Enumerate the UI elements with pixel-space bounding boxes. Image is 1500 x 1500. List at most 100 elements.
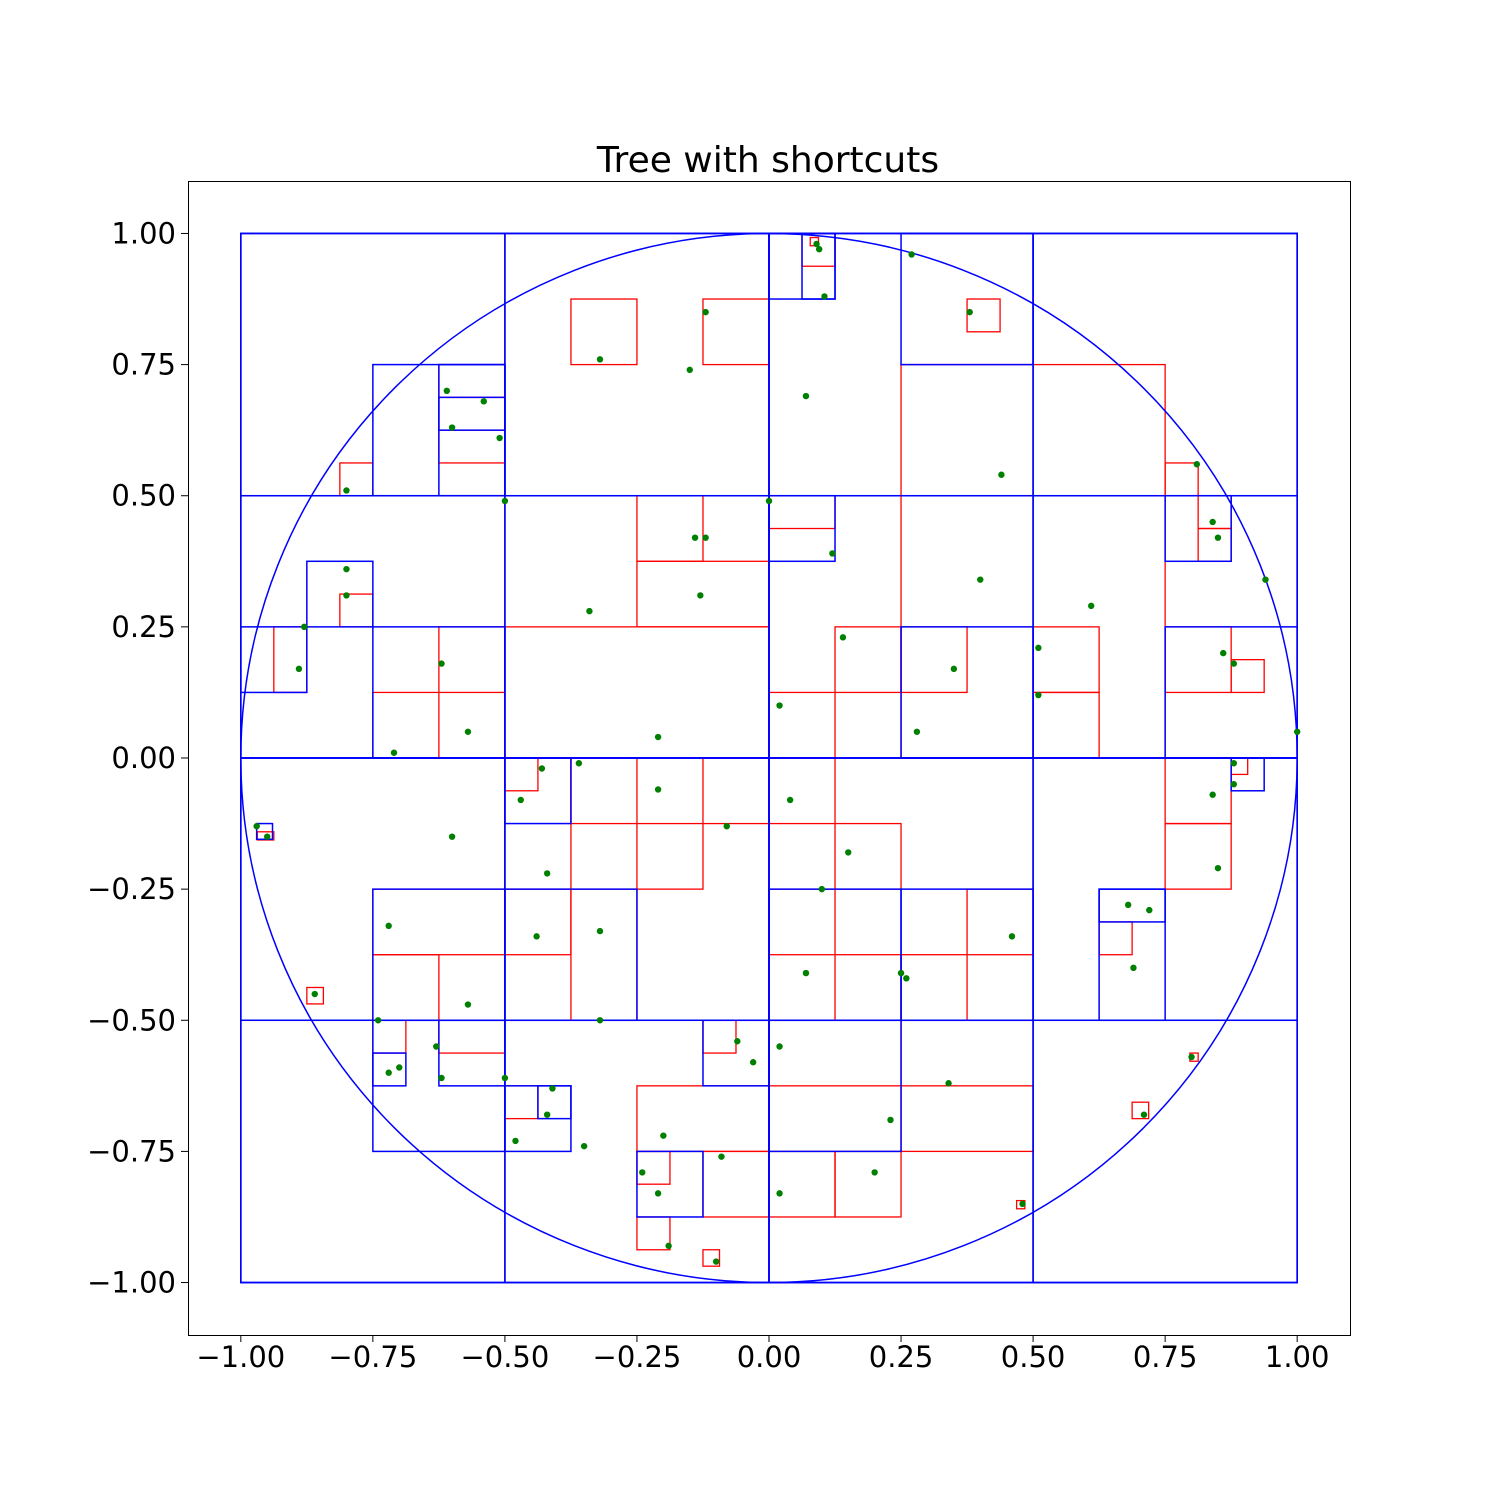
y-tick-label-3: −0.25 <box>87 872 176 906</box>
data-point-13 <box>343 487 350 494</box>
data-point-56 <box>448 833 456 840</box>
data-point-58 <box>543 870 551 877</box>
data-point-44 <box>1293 728 1301 735</box>
data-point-16 <box>501 497 509 505</box>
data-point-6 <box>596 356 604 363</box>
data-points <box>253 240 1301 1265</box>
tree-box-44 <box>372 1052 407 1087</box>
chart-title: Tree with shortcuts <box>596 140 939 181</box>
data-point-69 <box>897 969 905 977</box>
x-tick-label-7: 0.75 <box>1133 1340 1198 1374</box>
tree-box-38 <box>504 888 638 1022</box>
tree-box-32 <box>900 626 1034 759</box>
data-point-9 <box>443 387 451 395</box>
data-point-51 <box>1230 781 1238 788</box>
x-tick-label-6: 0.50 <box>1001 1340 1066 1374</box>
data-point-90 <box>660 1132 667 1139</box>
tree-box-48 <box>537 1085 572 1120</box>
data-point-12 <box>496 434 503 442</box>
data-point-27 <box>1262 576 1269 583</box>
data-point-48 <box>654 786 662 793</box>
data-point-23 <box>343 565 350 573</box>
data-point-57 <box>845 849 852 856</box>
y-tick-label-0: −1.00 <box>87 1266 176 1300</box>
x-tick-label-3: −0.25 <box>593 1340 682 1374</box>
data-point-62 <box>1146 906 1153 914</box>
data-point-46 <box>538 765 546 772</box>
data-point-93 <box>639 1169 646 1176</box>
y-tick-label-2: −0.50 <box>87 1003 176 1037</box>
tree-box-35 <box>504 757 572 825</box>
tree-box-28 <box>240 626 308 694</box>
data-point-75 <box>734 1038 741 1045</box>
tree-box-31 <box>372 626 506 759</box>
y-tick-label-1: −0.75 <box>87 1134 176 1168</box>
data-point-94 <box>871 1169 878 1176</box>
x-axis-ticks: −1.00 −0.75 −0.50 −0.25 0.00 0.25 0.50 0.75 1.00 <box>196 1335 1329 1374</box>
data-point-26 <box>977 576 984 583</box>
x-tick-label-2: −0.50 <box>460 1340 549 1374</box>
data-point-47 <box>517 796 524 804</box>
data-point-0 <box>813 240 820 248</box>
unit-circle <box>240 232 1298 1284</box>
data-point-53 <box>723 822 730 830</box>
tree-box-27 <box>306 560 374 628</box>
data-point-4 <box>966 308 973 316</box>
data-point-43 <box>390 749 398 756</box>
data-point-91 <box>580 1142 588 1150</box>
data-point-87 <box>887 1116 894 1124</box>
tree-box-26 <box>438 396 506 431</box>
tree-box-45 <box>438 1019 506 1087</box>
tree-box-29 <box>768 494 836 563</box>
data-point-78 <box>749 1059 757 1066</box>
data-point-98 <box>665 1242 672 1250</box>
data-point-20 <box>702 534 709 541</box>
data-point-82 <box>438 1074 445 1082</box>
data-point-55 <box>264 833 271 840</box>
data-point-5 <box>702 308 709 316</box>
data-point-29 <box>1087 602 1095 610</box>
tree-boxes <box>240 232 1298 1284</box>
x-tick-label-4: 0.00 <box>737 1340 802 1374</box>
data-point-92 <box>718 1153 725 1160</box>
y-tick-label-7: 0.75 <box>111 348 176 382</box>
data-point-41 <box>913 728 921 735</box>
data-point-40 <box>776 702 783 709</box>
data-point-42 <box>654 733 662 741</box>
tree-box-30 <box>1164 494 1232 563</box>
data-point-3 <box>908 251 915 258</box>
data-point-83 <box>501 1074 509 1082</box>
y-tick-label-4: 0.00 <box>111 741 176 775</box>
data-point-37 <box>950 665 958 673</box>
shortcut-box-35 <box>636 822 704 890</box>
data-point-95 <box>654 1190 662 1197</box>
data-point-2 <box>821 293 828 300</box>
data-point-25 <box>697 592 704 599</box>
data-point-59 <box>1214 864 1222 872</box>
tree-box-42 <box>1098 888 1166 923</box>
data-point-72 <box>464 1001 472 1008</box>
x-tick-label-5: 0.25 <box>869 1340 934 1374</box>
data-point-68 <box>802 969 810 977</box>
data-point-96 <box>776 1190 783 1197</box>
data-point-18 <box>829 550 836 557</box>
data-point-73 <box>374 1017 382 1024</box>
data-point-1 <box>815 245 823 253</box>
x-tick-label-0: −1.00 <box>196 1340 285 1374</box>
shortcut-box-62 <box>306 986 325 1005</box>
data-point-52 <box>1209 791 1216 798</box>
data-point-74 <box>596 1017 604 1024</box>
data-point-38 <box>1035 691 1042 699</box>
shortcut-box-2 <box>966 298 1001 333</box>
data-point-19 <box>691 534 699 541</box>
data-point-88 <box>1140 1111 1148 1118</box>
data-point-66 <box>1008 933 1016 940</box>
data-point-10 <box>480 398 487 405</box>
data-point-50 <box>1230 760 1238 767</box>
data-point-31 <box>295 665 303 673</box>
data-point-34 <box>1220 649 1227 657</box>
y-axis-ticks: −1.00 −0.75 −0.50 −0.25 0.00 0.25 0.50 0.75 1.00 <box>87 216 188 1300</box>
data-point-84 <box>945 1080 952 1087</box>
tree-box-36 <box>255 822 274 841</box>
